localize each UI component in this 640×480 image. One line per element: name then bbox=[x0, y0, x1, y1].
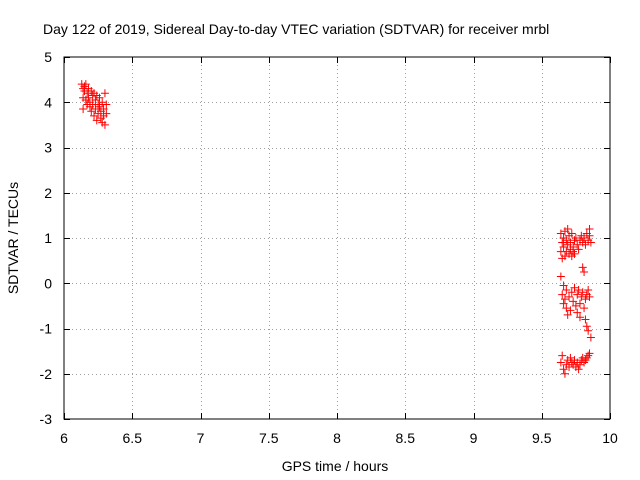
data-point bbox=[79, 105, 88, 114]
data-point bbox=[566, 353, 575, 362]
data-point bbox=[582, 322, 591, 331]
data-point bbox=[558, 238, 567, 247]
data-point bbox=[558, 290, 567, 299]
data-point bbox=[586, 333, 595, 342]
data-point bbox=[575, 313, 584, 322]
data-point bbox=[562, 304, 571, 313]
x-tick-label: 6 bbox=[60, 430, 68, 446]
data-point bbox=[585, 231, 594, 240]
data-point bbox=[102, 109, 111, 118]
data-point bbox=[573, 308, 582, 317]
x-tick-label: 9 bbox=[470, 430, 478, 446]
data-point bbox=[584, 326, 593, 335]
x-tick-label: 7.5 bbox=[259, 430, 279, 446]
data-point bbox=[567, 288, 576, 297]
data-point bbox=[580, 234, 589, 242]
y-tick-label: -2 bbox=[40, 366, 53, 382]
data-point bbox=[565, 292, 574, 301]
data-point bbox=[584, 286, 593, 295]
data-point bbox=[570, 283, 579, 292]
data-point bbox=[575, 360, 584, 369]
y-axis-label: SDTVAR / TECUs bbox=[5, 182, 21, 294]
x-tick-label: 9.5 bbox=[532, 430, 552, 446]
data-point bbox=[586, 238, 595, 247]
data-point bbox=[565, 362, 574, 371]
data-point bbox=[556, 272, 565, 281]
data-point bbox=[558, 351, 567, 360]
data-point bbox=[559, 281, 568, 290]
data-point bbox=[560, 295, 569, 304]
data-point bbox=[90, 111, 99, 120]
data-point bbox=[577, 292, 586, 301]
data-point bbox=[566, 238, 575, 247]
data-point bbox=[575, 299, 584, 308]
y-tick-label: 0 bbox=[44, 275, 52, 291]
data-points bbox=[77, 80, 595, 378]
data-point bbox=[81, 80, 90, 89]
data-point bbox=[585, 349, 594, 358]
data-point bbox=[100, 89, 109, 98]
data-point bbox=[574, 365, 583, 374]
data-point bbox=[581, 315, 590, 324]
data-point bbox=[573, 290, 582, 299]
data-point bbox=[574, 286, 583, 295]
data-point bbox=[571, 234, 580, 242]
x-axis-label: GPS time / hours bbox=[282, 458, 389, 474]
data-point bbox=[91, 95, 100, 104]
data-point bbox=[559, 365, 568, 374]
y-tick-label: 3 bbox=[44, 140, 52, 156]
y-tick-label: 4 bbox=[44, 94, 52, 110]
data-point bbox=[559, 243, 568, 252]
data-point bbox=[102, 100, 111, 109]
data-point bbox=[578, 288, 587, 297]
data-point bbox=[585, 292, 594, 301]
x-tick-label: 6.5 bbox=[123, 430, 143, 446]
y-tick-label: 1 bbox=[44, 230, 52, 246]
data-point bbox=[95, 102, 104, 111]
data-point bbox=[581, 295, 590, 304]
data-point bbox=[574, 245, 583, 254]
x-tick-label: 10 bbox=[602, 430, 618, 446]
data-point bbox=[567, 229, 576, 238]
data-point bbox=[87, 107, 96, 116]
data-point bbox=[83, 89, 92, 98]
data-point bbox=[578, 263, 587, 272]
data-point bbox=[556, 229, 565, 238]
data-point bbox=[570, 249, 579, 258]
data-point bbox=[571, 301, 580, 310]
data-point bbox=[573, 240, 582, 249]
data-point bbox=[581, 240, 590, 249]
data-point bbox=[562, 286, 571, 295]
data-point bbox=[559, 299, 568, 308]
x-tick-label: 8 bbox=[333, 430, 341, 446]
y-tick-label: -3 bbox=[40, 411, 53, 427]
y-tick-label: 5 bbox=[44, 49, 52, 65]
data-point bbox=[569, 297, 578, 306]
data-point bbox=[580, 304, 589, 313]
data-point bbox=[563, 310, 572, 319]
x-tick-label: 8.5 bbox=[396, 430, 416, 446]
data-point bbox=[580, 267, 589, 276]
data-point bbox=[566, 306, 575, 315]
data-point bbox=[95, 93, 104, 102]
data-point bbox=[556, 358, 565, 367]
data-point bbox=[99, 105, 108, 114]
data-point bbox=[560, 369, 569, 378]
axis-ticks: 6 6.5 7 7.5 8 8.5 9 9.5 10 -3 -2 -1 0 1 2 3 4 5 bbox=[40, 49, 618, 446]
data-point bbox=[100, 120, 109, 129]
data-point bbox=[563, 224, 572, 233]
data-point bbox=[84, 93, 93, 102]
y-tick-label: 2 bbox=[44, 185, 52, 201]
data-point bbox=[92, 116, 101, 125]
chart-title: Day 122 of 2019, Sidereal Day-to-day VTE… bbox=[43, 21, 549, 37]
data-point bbox=[560, 252, 569, 261]
data-point bbox=[98, 98, 107, 107]
x-tick-label: 7 bbox=[197, 430, 205, 446]
data-point bbox=[562, 236, 571, 245]
data-point bbox=[91, 105, 100, 114]
grid-lines bbox=[64, 57, 610, 419]
y-tick-label: -1 bbox=[40, 321, 53, 337]
data-point bbox=[585, 224, 594, 233]
